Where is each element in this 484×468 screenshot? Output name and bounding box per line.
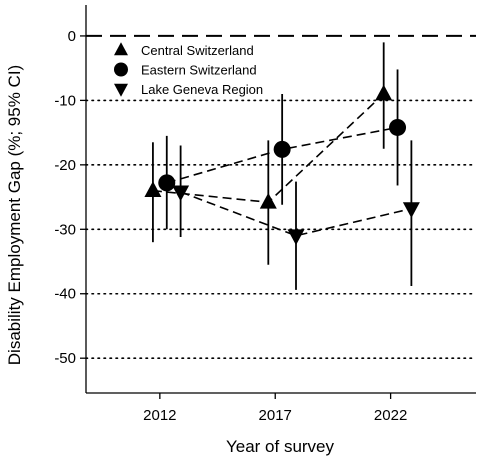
legend-marker [114, 83, 128, 97]
data-point [402, 202, 420, 219]
legend-label: Lake Geneva Region [141, 82, 263, 97]
axes-layer: 0 -10 -20 -30 -40 -50 2012 2017 2022 [54, 5, 476, 424]
x-tick-label: 2022 [374, 407, 407, 424]
data-point [158, 174, 176, 192]
series-connector-line [180, 191, 412, 237]
data-point [287, 229, 305, 246]
data-point [389, 118, 407, 136]
y-tick-label: -50 [54, 350, 76, 367]
x-tick-label: 2012 [143, 407, 176, 424]
y-axis-title: Disability Employment Gap (%; 95% CI) [5, 65, 24, 365]
series-triangle-up [144, 42, 393, 265]
series-layer [144, 42, 420, 290]
data-point [144, 181, 162, 197]
data-point [172, 185, 190, 202]
x-axis-title: Year of survey [226, 437, 335, 456]
series-circle [158, 69, 407, 230]
legend-marker [114, 62, 128, 77]
legend: Central Switzerland Eastern Switzerland La… [114, 42, 263, 97]
y-tick-label: -10 [54, 92, 76, 109]
legend-label: Central Switzerland [141, 43, 254, 58]
legend-label: Eastern Switzerland [141, 63, 257, 78]
x-tick-label: 2017 [259, 407, 292, 424]
series-triangle-down [172, 140, 420, 290]
data-point [259, 192, 277, 209]
y-tick-label: -20 [54, 157, 76, 174]
y-tick-label: -30 [54, 221, 76, 238]
data-point [273, 140, 291, 158]
legend-marker [114, 42, 128, 56]
y-tick-label: -40 [54, 286, 76, 303]
y-tick-label: 0 [68, 28, 76, 45]
data-point [375, 84, 393, 101]
